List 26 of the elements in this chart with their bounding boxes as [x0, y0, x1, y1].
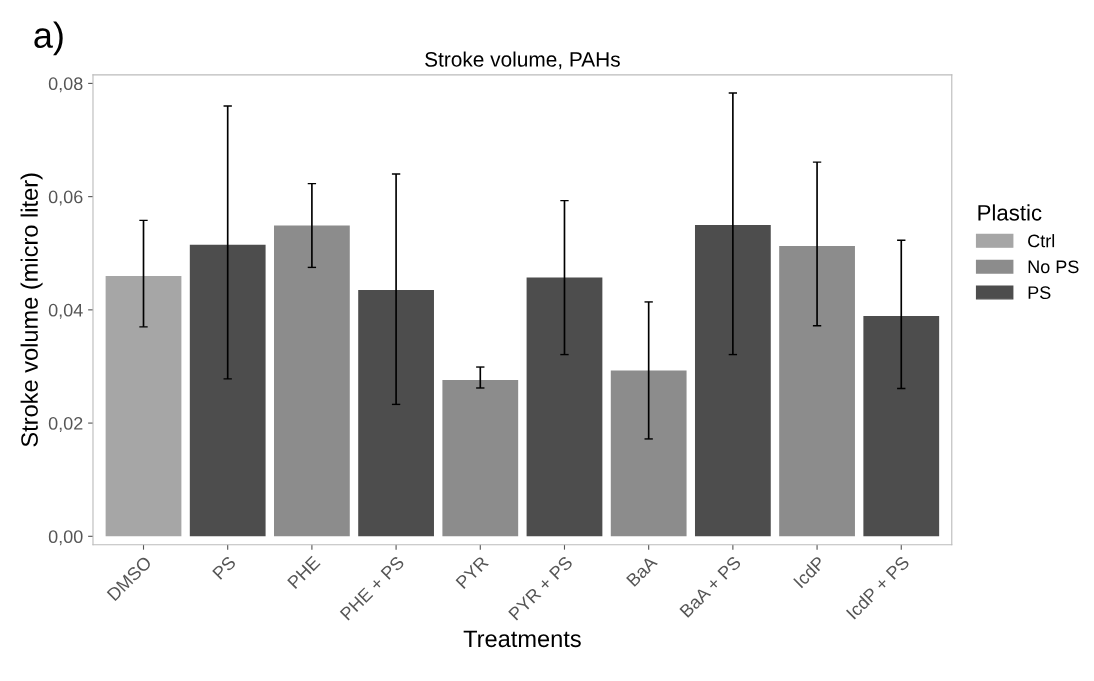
chart-title: Stroke volume, PAHs [425, 51, 620, 70]
legend-label: No PS [1028, 260, 1079, 274]
bar [526, 277, 603, 537]
bar [694, 224, 771, 537]
bar [274, 225, 350, 537]
bar [105, 275, 182, 537]
x-tick-label: PS [212, 555, 237, 580]
y-tick-label: 0,08 [48, 77, 83, 93]
legend-label: PS [1028, 286, 1051, 300]
text: a) [34, 21, 63, 56]
bar [442, 380, 519, 537]
y-tick-label: 0,02 [48, 417, 83, 432]
x-tick-label: BaA [626, 555, 659, 587]
y-tick-label: 0,06 [48, 190, 83, 206]
y-tick-label: 0,04 [48, 303, 83, 319]
x-axis-title: Treatments [463, 630, 581, 648]
legend-title: Plastic [978, 204, 1042, 221]
y-tick-label: 0,00 [48, 530, 83, 546]
bar [358, 290, 434, 537]
x-tick-label: BaA + PS [679, 555, 742, 618]
bar [189, 244, 266, 537]
y-axis-title: Stroke volume (micro liter) [20, 173, 43, 447]
legend-label: Ctrl [1028, 234, 1055, 248]
bar [863, 316, 940, 537]
bar [779, 245, 855, 537]
bar [610, 370, 687, 537]
